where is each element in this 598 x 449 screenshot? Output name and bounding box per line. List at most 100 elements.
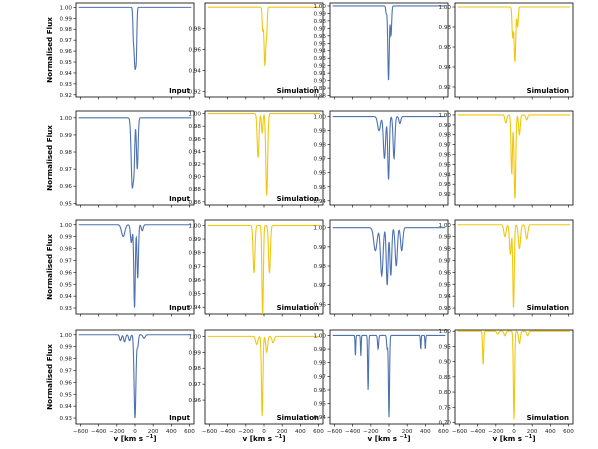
- y-tick-label: 0.94: [439, 172, 452, 178]
- y-tick-label: 0.92: [314, 64, 326, 70]
- y-tick-label: 0.96: [189, 398, 202, 404]
- panel-label: Input: [169, 87, 191, 95]
- y-tick-label: 0.99: [189, 237, 202, 243]
- y-tick-label: 0.88: [189, 187, 202, 193]
- x-tick-label: 200: [148, 429, 159, 435]
- y-tick-label: 1.00: [60, 116, 73, 122]
- panel-r2-c0: 0.93 0.94 0.95 0.96 0.97 0.98 0.99 1.00 Input: [60, 219, 195, 317]
- y-tick-label: 0.94: [60, 71, 73, 77]
- y-tick-label: 0.96: [189, 278, 202, 284]
- y-tick-label: 0.94: [439, 65, 452, 71]
- y-tick-label: 0.96: [439, 153, 452, 159]
- x-tick-label: −200: [238, 429, 254, 435]
- y-tick-label: 0.97: [60, 368, 73, 374]
- y-tick-label: 1.00: [314, 333, 327, 339]
- y-tick-label: 0.91: [314, 71, 327, 77]
- y-axis-title: Normalised Flux: [45, 344, 54, 410]
- y-tick-label: 0.96: [189, 137, 202, 143]
- y-tick-label: 0.92: [60, 93, 72, 99]
- panel-r0-c2: 0.880.890.900.910.920.930.940.950.960.97…: [314, 2, 449, 100]
- x-tick-label: 200: [527, 429, 538, 435]
- x-axis-title: v [km s −1]: [243, 434, 286, 443]
- y-tick-label: 0.94: [314, 415, 327, 421]
- panel-label: Input: [169, 414, 191, 422]
- panel-label: Simulation: [277, 414, 319, 422]
- x-tick-label: −200: [363, 429, 379, 435]
- panel-frame: [329, 219, 449, 315]
- x-tick-label: −600: [452, 429, 468, 435]
- y-tick-label: 0.95: [314, 41, 327, 47]
- y-tick-label: 1.00: [439, 223, 452, 229]
- y-tick-label: 0.92: [439, 85, 451, 91]
- x-tick-label: −400: [470, 429, 486, 435]
- spectrum-line: [207, 6, 321, 67]
- x-tick-label: −600: [73, 429, 89, 435]
- y-axis-labels: Normalised Flux Normalised Flux Normalised…: [45, 17, 54, 410]
- y-tick-label: 0.93: [439, 306, 452, 312]
- y-tick-label: 0.95: [439, 162, 452, 168]
- y-tick-label: 0.95: [314, 185, 327, 191]
- y-tick-label: 0.98: [60, 150, 73, 156]
- y-tick-label: 0.94: [60, 404, 73, 410]
- spectrum-line: [457, 6, 571, 62]
- y-tick-label: 0.90: [314, 79, 327, 85]
- y-tick-label: 0.98: [439, 133, 452, 139]
- x-tick-label: 600: [563, 429, 574, 435]
- y-tick-label: 0.94: [314, 49, 327, 55]
- y-tick-label: 0.90: [189, 175, 202, 181]
- x-tick-label: 0: [262, 429, 266, 435]
- y-tick-label: 0.86: [189, 200, 202, 206]
- y-tick-label: 0.93: [60, 416, 73, 422]
- spectrum-line: [457, 330, 571, 420]
- panel-label: Simulation: [527, 414, 569, 422]
- y-tick-label: 0.97: [314, 26, 327, 32]
- panel-label: Input: [169, 304, 191, 312]
- spectrum-line: [457, 224, 571, 308]
- panel-r2-c1: 0.94 0.95 0.96 0.97 0.98 0.99 1.00 Simulation: [189, 219, 324, 317]
- y-tick-label: 0.99: [314, 11, 327, 17]
- y-tick-label: 0.96: [314, 171, 327, 177]
- x-tick-label: 400: [295, 429, 306, 435]
- y-tick-label: 0.99: [439, 123, 452, 129]
- y-tick-label: 0.80: [439, 390, 452, 396]
- y-tick-label: 1.00: [60, 333, 73, 339]
- y-tick-label: 0.93: [60, 306, 73, 312]
- panel-frame: [75, 2, 195, 98]
- panel-label: Simulation: [527, 87, 569, 95]
- spectrum-line: [207, 335, 321, 416]
- y-tick-label: 0.98: [189, 124, 202, 130]
- panel-r0-c0: 0.92 0.93 0.94 0.95 0.96 0.97 0.98 0.99 1.00 Inpu…: [60, 2, 195, 100]
- y-tick-label: 0.99: [60, 133, 73, 139]
- panel-r0-c3: 0.92 0.94 0.96 0.98 1.00 Simulation: [439, 2, 574, 100]
- y-axis-title: Normalised Flux: [45, 234, 54, 300]
- y-tick-label: 0.97: [439, 143, 452, 149]
- y-tick-label: 0.99: [60, 235, 73, 241]
- y-tick-label: 0.98: [314, 264, 327, 270]
- y-tick-label: 0.98: [60, 27, 73, 33]
- y-tick-label: 1.00: [314, 4, 327, 10]
- y-tick-label: 0.97: [314, 374, 327, 380]
- y-tick-label: 1.00: [60, 223, 73, 229]
- panel-frame: [204, 110, 324, 206]
- y-tick-label: 0.98: [189, 251, 202, 257]
- y-tick-label: 0.96: [314, 34, 327, 40]
- spectrum-line: [332, 334, 446, 418]
- y-tick-label: 0.95: [60, 392, 73, 398]
- y-tick-label: 0.97: [189, 382, 202, 388]
- y-tick-label: 0.75: [439, 405, 452, 411]
- x-tick-label: 0: [133, 429, 137, 435]
- y-axis-title: Normalised Flux: [45, 17, 54, 83]
- y-tick-label: 0.97: [60, 38, 73, 44]
- x-tick-label: −200: [488, 429, 504, 435]
- x-tick-label: 400: [545, 429, 556, 435]
- y-tick-label: 0.97: [60, 167, 73, 173]
- y-tick-label: 0.96: [60, 184, 73, 190]
- y-tick-label: 0.99: [314, 347, 327, 353]
- y-tick-label: 1.00: [439, 113, 452, 119]
- y-tick-label: 0.89: [314, 86, 327, 92]
- panel-r2-c3: 0.93 0.94 0.95 0.96 0.97 0.98 0.99 1.00 Simulati…: [439, 219, 574, 317]
- panel-r2-c2: 0.96 0.97 0.98 0.99 1.00: [314, 219, 449, 317]
- y-tick-label: 0.96: [60, 49, 73, 55]
- y-tick-label: 0.96: [439, 45, 452, 51]
- y-tick-label: 0.95: [60, 282, 73, 288]
